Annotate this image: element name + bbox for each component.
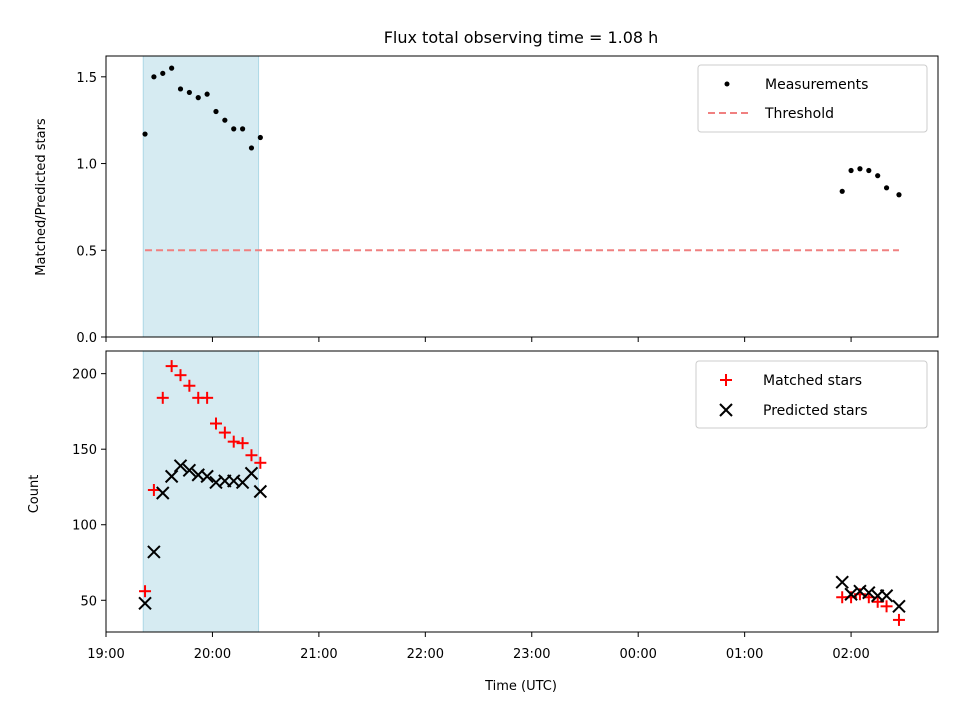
measurements-legend-marker: [724, 81, 730, 87]
predicted-star-marker: [182, 463, 197, 478]
measurement-point: [177, 86, 184, 92]
matched-star-marker: [165, 360, 178, 373]
predicted-star-marker: [200, 469, 214, 484]
x-tick-label: 02:00: [832, 647, 869, 662]
predicted-star-marker: [156, 486, 170, 500]
y-tick-label: 150: [72, 443, 97, 458]
top-y-axis-label: Matched/Predicted stars: [34, 118, 49, 276]
measurements-legend-label: Measurements: [765, 77, 868, 93]
measurement-point: [142, 131, 148, 137]
top-shaded-region: [142, 55, 260, 338]
bottom-y-ticks: 50 100 150 200: [72, 368, 106, 609]
predicted-star-marker: [835, 575, 849, 589]
x-tick-label: 20:00: [194, 647, 231, 662]
matched-star-marker: [183, 379, 196, 392]
x-tick-label: 22:00: [407, 647, 444, 662]
matched-star-marker: [218, 426, 231, 439]
measurement-point: [896, 192, 902, 198]
top-legend-box: [697, 64, 928, 133]
matched-star-marker: [236, 437, 249, 450]
y-tick-label: 50: [80, 594, 97, 609]
x-tick-label: 23:00: [513, 647, 550, 662]
predicted-legend-label: Predicted stars: [763, 403, 868, 419]
measurement-point: [231, 126, 237, 132]
measurement-point: [857, 166, 863, 172]
matched-star-marker: [227, 435, 240, 448]
bottom-panel: 50 100 150 200 19:00 20:00 21:00 22:00 23:00 00:…: [27, 350, 939, 694]
matched-star-marker: [156, 391, 169, 404]
y-tick-label: 0.5: [76, 244, 97, 259]
measurement-point: [875, 173, 881, 179]
threshold-legend-label: Threshold: [764, 106, 834, 122]
measurement-point: [248, 145, 255, 151]
measurement-point: [213, 108, 219, 115]
matched-star-marker: [147, 483, 160, 496]
matched-star-marker: [139, 585, 152, 598]
matched-legend-label: Matched stars: [763, 373, 862, 389]
matched-star-marker: [201, 391, 214, 404]
measurement-point: [883, 185, 890, 191]
bottom-axes-frame: [105, 350, 939, 633]
bottom-y-axis-label: Count: [27, 475, 42, 514]
measurement-point: [222, 117, 228, 123]
matched-star-marker: [254, 456, 267, 469]
matched-star-marker: [892, 613, 905, 626]
bottom-legend-box: [695, 360, 928, 429]
predicted-star-marker: [138, 596, 152, 611]
matched-star-marker: [174, 369, 187, 382]
measurement-point: [186, 89, 192, 96]
y-tick-label: 1.0: [76, 158, 97, 173]
y-tick-label: 1.5: [76, 71, 97, 86]
measurement-point: [839, 188, 845, 194]
top-x-ticks: [105, 337, 852, 342]
y-tick-label: 0.0: [76, 331, 97, 346]
measurement-point: [160, 70, 166, 76]
x-tick-label: 21:00: [300, 647, 337, 662]
top-panel: 0.0 0.5 1.0 1.5 Matched/Predicted stars Mea…: [34, 55, 939, 346]
measurement-point: [257, 134, 263, 141]
measurement-points: [142, 65, 902, 198]
predicted-legend-marker: [719, 403, 733, 417]
matched-star-marker: [245, 449, 258, 462]
predicted-star-marker: [173, 459, 188, 473]
top-axes-frame: [105, 55, 939, 338]
predicted-star-marker: [862, 586, 876, 600]
measurement-point: [848, 167, 854, 174]
measurement-point: [169, 65, 175, 71]
bottom-legend: Matched stars Predicted stars: [695, 360, 928, 429]
y-tick-label: 200: [72, 368, 97, 383]
x-axis-label: Time (UTC): [484, 679, 557, 694]
measurement-point: [866, 167, 872, 174]
chart-title: Flux total observing time = 1.08 h: [384, 28, 659, 47]
predicted-star-marker: [253, 484, 268, 499]
measurement-point: [204, 91, 210, 97]
x-tick-label: 19:00: [87, 647, 124, 662]
star-count-points: [138, 360, 906, 626]
measurement-point: [239, 126, 246, 132]
x-tick-label: 00:00: [619, 647, 656, 662]
predicted-star-marker: [147, 545, 161, 559]
measurement-point: [195, 95, 201, 101]
predicted-star-marker: [879, 589, 894, 603]
matched-legend-marker: [720, 374, 732, 386]
measurement-point: [151, 74, 157, 80]
predicted-star-marker: [244, 466, 259, 481]
predicted-star-marker: [844, 587, 858, 601]
matched-star-marker: [209, 417, 222, 430]
top-legend: Measurements Threshold: [697, 64, 928, 133]
predicted-star-marker: [164, 469, 179, 484]
y-tick-label: 100: [72, 519, 97, 534]
x-tick-label: 01:00: [726, 647, 763, 662]
bottom-x-ticks: 19:00 20:00 21:00 22:00 23:00 00:00 01:00 02:00: [87, 632, 870, 662]
predicted-star-marker: [892, 599, 906, 614]
top-y-ticks: 0.0 0.5 1.0 1.5: [76, 71, 106, 346]
matched-star-marker: [880, 600, 893, 613]
